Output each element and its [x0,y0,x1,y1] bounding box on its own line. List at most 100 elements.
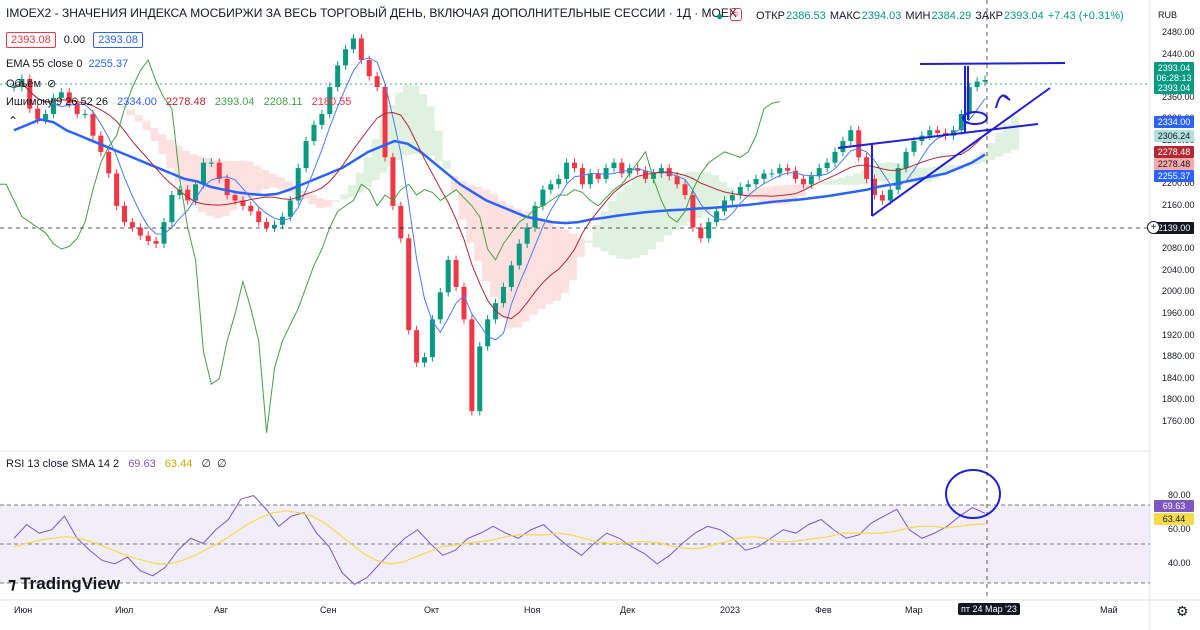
chikou-line [0,58,780,433]
candle [429,319,435,358]
price-tag: 2278.48 [1154,158,1194,170]
cloud-segment [561,229,570,293]
trade-buttons: 2393.08 0.00 2393.08 [6,32,143,48]
cloud-segment [489,193,498,298]
candle [366,60,372,77]
candle [761,173,767,179]
rsi-legend[interactable]: RSI 13 close SMA 14 2 69.63 63.44 ∅ ∅ [6,458,227,470]
buy-button[interactable]: 2393.08 [93,32,143,48]
alert-icon[interactable]: ≈ [730,8,742,21]
cloud-segment [932,166,941,180]
cloud-segment [426,106,435,156]
candle [714,211,720,223]
candle [27,78,33,109]
cloud-segment [608,201,617,256]
currency-label[interactable]: RUB [1158,10,1178,20]
price-tick: 2160.00 [1162,199,1195,210]
candle [706,222,712,239]
cloud-segment [995,132,1004,157]
cloud-segment [126,109,135,116]
cloud-segment [584,240,593,243]
cloud-segment [411,85,420,154]
time-label: 2023 [720,605,741,615]
cloud-segment [466,184,475,243]
time-label: Май [1100,605,1118,615]
candle [579,168,585,185]
candle [295,168,301,201]
candle [982,80,988,82]
volume-legend[interactable]: Объём ⊘ [6,78,57,90]
candle [793,170,799,179]
time-label: Мар [905,605,923,615]
cloud-segment [939,165,948,176]
cloud-segment [679,173,688,226]
cloud-segment [111,102,120,104]
cloud-segment [947,164,956,173]
candle [398,205,404,239]
price-tick: 1920.00 [1162,329,1195,340]
cloud-segment [355,172,364,193]
tradingview-logo[interactable]: ⁊ TradingView [8,574,121,593]
high-value: 2394.03 [861,10,902,22]
cloud-segment [261,170,270,190]
candle [587,173,593,185]
candle [374,76,380,88]
candle [193,184,199,201]
symbol-status-icon[interactable]: ● [716,9,724,23]
candle [911,141,917,152]
cloud-segment [521,211,530,322]
cloud-segment [324,200,333,208]
candle [350,38,356,50]
cloud-segment [418,94,427,155]
ema-legend[interactable]: EMA 55 close 0 2255.37 [6,58,129,70]
price-tick: 2080.00 [1162,243,1195,254]
cloud-segment [568,233,577,280]
cloud-segment [332,200,341,202]
cloud-segment [884,162,893,181]
drawn-rsi-circle [945,469,1001,519]
cloud-segment [55,91,64,93]
candle [406,238,412,331]
cloud-segment [821,181,830,185]
rsi-tick: 40.00 [1168,557,1191,568]
candle [619,162,625,174]
candle [335,65,341,88]
tenkan-line [13,57,986,341]
candle [485,319,491,347]
candle [453,259,459,287]
ichimoku-legend[interactable]: Ишимоку 9 26 52 26 2334.00 2278.48 2393.… [6,96,352,108]
crosshair-plus-icon[interactable]: + [1147,221,1160,234]
settings-icon[interactable]: ⚙ [1176,603,1189,619]
cloud-segment [845,175,854,185]
cloud-segment [655,171,664,243]
cloud-segment [979,151,988,163]
cloud-segment [592,224,601,248]
candle [311,124,317,142]
cloud-segment [395,92,404,161]
candle [698,227,704,239]
price-tick: 2000.00 [1162,286,1195,297]
cloud-segment [316,198,325,209]
candle [66,92,72,104]
candle [832,151,838,163]
collapse-legend-icon[interactable]: ⌃ [8,114,19,128]
sell-button[interactable]: 2393.08 [6,32,56,48]
candle [864,157,870,179]
cloud-segment [284,181,293,193]
cloud-segment [624,185,633,260]
candle [564,162,570,179]
candle [74,103,80,115]
candle [248,205,254,212]
eye-off-icon: ⊘ [47,78,57,90]
cloud-segment [71,101,80,103]
price-tick: 2360.00 [1162,91,1195,102]
candle [272,224,278,228]
candle [532,205,538,228]
candle [327,87,333,115]
drawn-line-upper [837,123,1039,149]
candle [445,259,451,293]
candle [240,200,246,206]
candle [627,168,633,174]
cloud-segment [537,218,546,310]
